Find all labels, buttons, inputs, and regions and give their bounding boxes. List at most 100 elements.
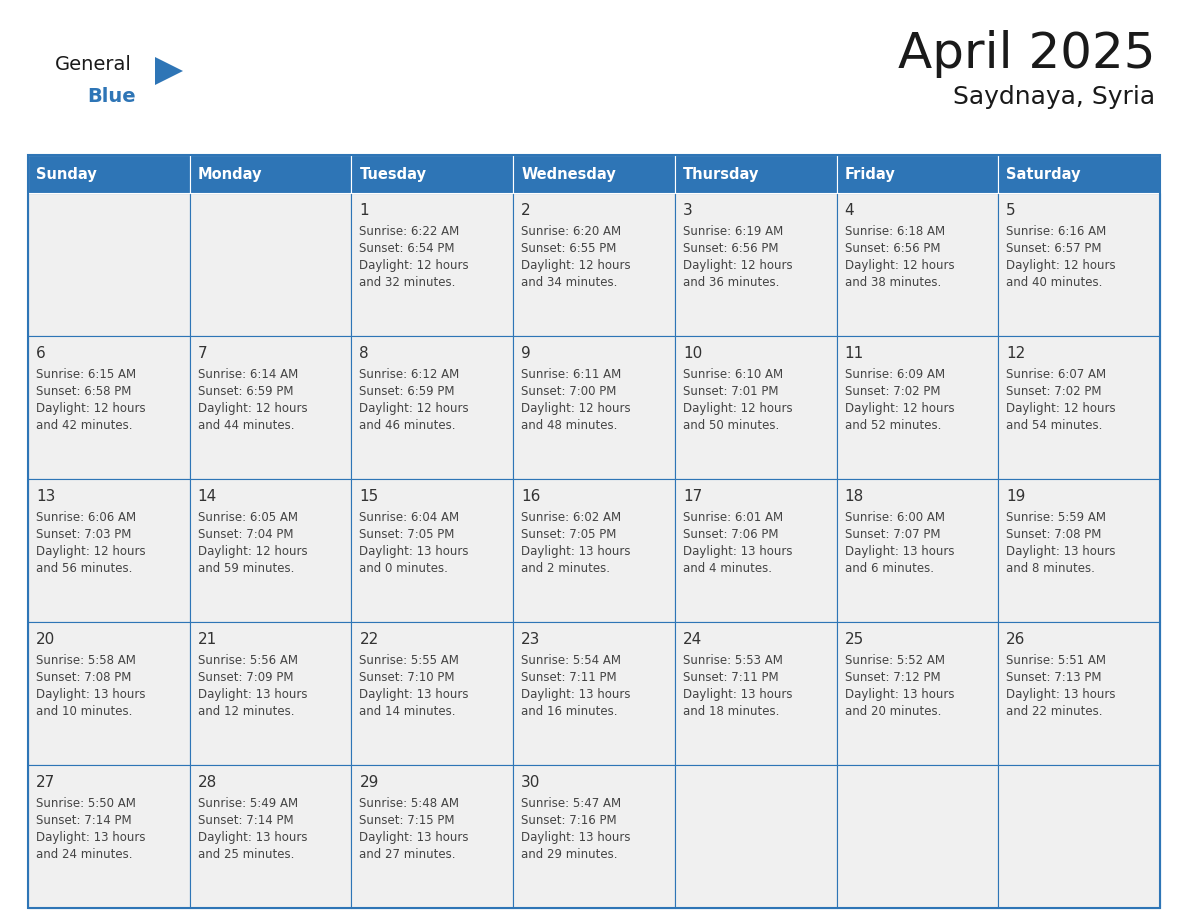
Text: Daylight: 12 hours: Daylight: 12 hours: [1006, 259, 1116, 272]
Text: and 18 minutes.: and 18 minutes.: [683, 705, 779, 718]
Text: Sunset: 7:14 PM: Sunset: 7:14 PM: [197, 814, 293, 827]
Text: Daylight: 13 hours: Daylight: 13 hours: [1006, 545, 1116, 558]
Bar: [513, 155, 675, 193]
Text: and 0 minutes.: and 0 minutes.: [360, 562, 448, 575]
Text: Sunset: 7:05 PM: Sunset: 7:05 PM: [522, 528, 617, 541]
Text: and 50 minutes.: and 50 minutes.: [683, 419, 779, 432]
Text: Daylight: 12 hours: Daylight: 12 hours: [845, 402, 954, 415]
Bar: [836, 622, 998, 765]
Text: Sunrise: 6:14 AM: Sunrise: 6:14 AM: [197, 368, 298, 381]
Text: Sunrise: 5:58 AM: Sunrise: 5:58 AM: [36, 654, 135, 667]
Text: Sunrise: 5:54 AM: Sunrise: 5:54 AM: [522, 654, 621, 667]
Text: Sunrise: 6:01 AM: Sunrise: 6:01 AM: [683, 511, 783, 524]
Text: Blue: Blue: [87, 87, 135, 106]
Text: and 29 minutes.: and 29 minutes.: [522, 848, 618, 861]
Text: and 24 minutes.: and 24 minutes.: [36, 848, 133, 861]
Text: and 20 minutes.: and 20 minutes.: [845, 705, 941, 718]
Text: Daylight: 13 hours: Daylight: 13 hours: [845, 545, 954, 558]
Text: and 42 minutes.: and 42 minutes.: [36, 419, 133, 432]
Text: Sunset: 6:54 PM: Sunset: 6:54 PM: [360, 242, 455, 255]
Bar: [29, 479, 190, 622]
Text: and 10 minutes.: and 10 minutes.: [36, 705, 132, 718]
Text: Saydnaya, Syria: Saydnaya, Syria: [953, 85, 1155, 109]
Bar: [675, 155, 836, 193]
Text: 8: 8: [360, 346, 369, 361]
Text: Daylight: 12 hours: Daylight: 12 hours: [36, 402, 146, 415]
Text: and 8 minutes.: and 8 minutes.: [1006, 562, 1095, 575]
Text: and 52 minutes.: and 52 minutes.: [845, 419, 941, 432]
Text: Sunset: 7:15 PM: Sunset: 7:15 PM: [360, 814, 455, 827]
Bar: [352, 765, 513, 908]
Bar: [998, 193, 1159, 336]
Text: 15: 15: [360, 489, 379, 504]
Bar: [29, 193, 190, 336]
Text: Daylight: 12 hours: Daylight: 12 hours: [683, 402, 792, 415]
Text: 24: 24: [683, 632, 702, 647]
Bar: [513, 336, 675, 479]
Bar: [513, 479, 675, 622]
Bar: [836, 479, 998, 622]
Text: 9: 9: [522, 346, 531, 361]
Text: 17: 17: [683, 489, 702, 504]
Bar: [190, 336, 352, 479]
Text: Sunrise: 6:19 AM: Sunrise: 6:19 AM: [683, 225, 783, 238]
Text: Daylight: 13 hours: Daylight: 13 hours: [36, 831, 145, 844]
Bar: [190, 193, 352, 336]
Text: Sunrise: 6:12 AM: Sunrise: 6:12 AM: [360, 368, 460, 381]
Text: Daylight: 12 hours: Daylight: 12 hours: [522, 259, 631, 272]
Text: Daylight: 12 hours: Daylight: 12 hours: [683, 259, 792, 272]
Text: and 12 minutes.: and 12 minutes.: [197, 705, 295, 718]
Text: 1: 1: [360, 203, 369, 218]
Bar: [352, 193, 513, 336]
Text: Sunrise: 5:52 AM: Sunrise: 5:52 AM: [845, 654, 944, 667]
Text: and 25 minutes.: and 25 minutes.: [197, 848, 295, 861]
Text: Daylight: 13 hours: Daylight: 13 hours: [197, 831, 308, 844]
Text: and 44 minutes.: and 44 minutes.: [197, 419, 295, 432]
Text: Sunset: 7:11 PM: Sunset: 7:11 PM: [522, 671, 617, 684]
Text: and 40 minutes.: and 40 minutes.: [1006, 276, 1102, 289]
Bar: [836, 193, 998, 336]
Text: and 4 minutes.: and 4 minutes.: [683, 562, 772, 575]
Text: Daylight: 13 hours: Daylight: 13 hours: [683, 688, 792, 701]
Text: Sunrise: 6:05 AM: Sunrise: 6:05 AM: [197, 511, 298, 524]
Text: and 59 minutes.: and 59 minutes.: [197, 562, 295, 575]
Text: and 6 minutes.: and 6 minutes.: [845, 562, 934, 575]
Text: Sunrise: 5:59 AM: Sunrise: 5:59 AM: [1006, 511, 1106, 524]
Text: Sunrise: 6:02 AM: Sunrise: 6:02 AM: [522, 511, 621, 524]
Text: and 32 minutes.: and 32 minutes.: [360, 276, 456, 289]
Text: Sunrise: 5:48 AM: Sunrise: 5:48 AM: [360, 797, 460, 810]
Bar: [190, 622, 352, 765]
Bar: [675, 193, 836, 336]
Text: Sunrise: 6:06 AM: Sunrise: 6:06 AM: [36, 511, 137, 524]
Text: Daylight: 13 hours: Daylight: 13 hours: [197, 688, 308, 701]
Text: and 27 minutes.: and 27 minutes.: [360, 848, 456, 861]
Text: Sunrise: 5:47 AM: Sunrise: 5:47 AM: [522, 797, 621, 810]
Bar: [675, 479, 836, 622]
Text: Sunrise: 6:22 AM: Sunrise: 6:22 AM: [360, 225, 460, 238]
Text: Sunset: 7:16 PM: Sunset: 7:16 PM: [522, 814, 617, 827]
Text: Sunset: 7:03 PM: Sunset: 7:03 PM: [36, 528, 132, 541]
Text: Sunset: 7:13 PM: Sunset: 7:13 PM: [1006, 671, 1101, 684]
Text: and 48 minutes.: and 48 minutes.: [522, 419, 618, 432]
Text: and 14 minutes.: and 14 minutes.: [360, 705, 456, 718]
Bar: [513, 193, 675, 336]
Text: and 16 minutes.: and 16 minutes.: [522, 705, 618, 718]
Text: and 34 minutes.: and 34 minutes.: [522, 276, 618, 289]
Text: 26: 26: [1006, 632, 1025, 647]
Bar: [836, 765, 998, 908]
Text: 21: 21: [197, 632, 217, 647]
Bar: [836, 336, 998, 479]
Text: Daylight: 13 hours: Daylight: 13 hours: [360, 688, 469, 701]
Text: Sunset: 7:01 PM: Sunset: 7:01 PM: [683, 385, 778, 398]
Text: Sunset: 7:02 PM: Sunset: 7:02 PM: [845, 385, 940, 398]
Text: 3: 3: [683, 203, 693, 218]
Bar: [998, 622, 1159, 765]
Text: April 2025: April 2025: [897, 30, 1155, 78]
Text: Sunset: 7:10 PM: Sunset: 7:10 PM: [360, 671, 455, 684]
Bar: [190, 155, 352, 193]
Bar: [998, 336, 1159, 479]
Text: Sunset: 7:09 PM: Sunset: 7:09 PM: [197, 671, 293, 684]
Text: Tuesday: Tuesday: [360, 166, 426, 182]
Bar: [513, 765, 675, 908]
Text: Sunset: 7:05 PM: Sunset: 7:05 PM: [360, 528, 455, 541]
